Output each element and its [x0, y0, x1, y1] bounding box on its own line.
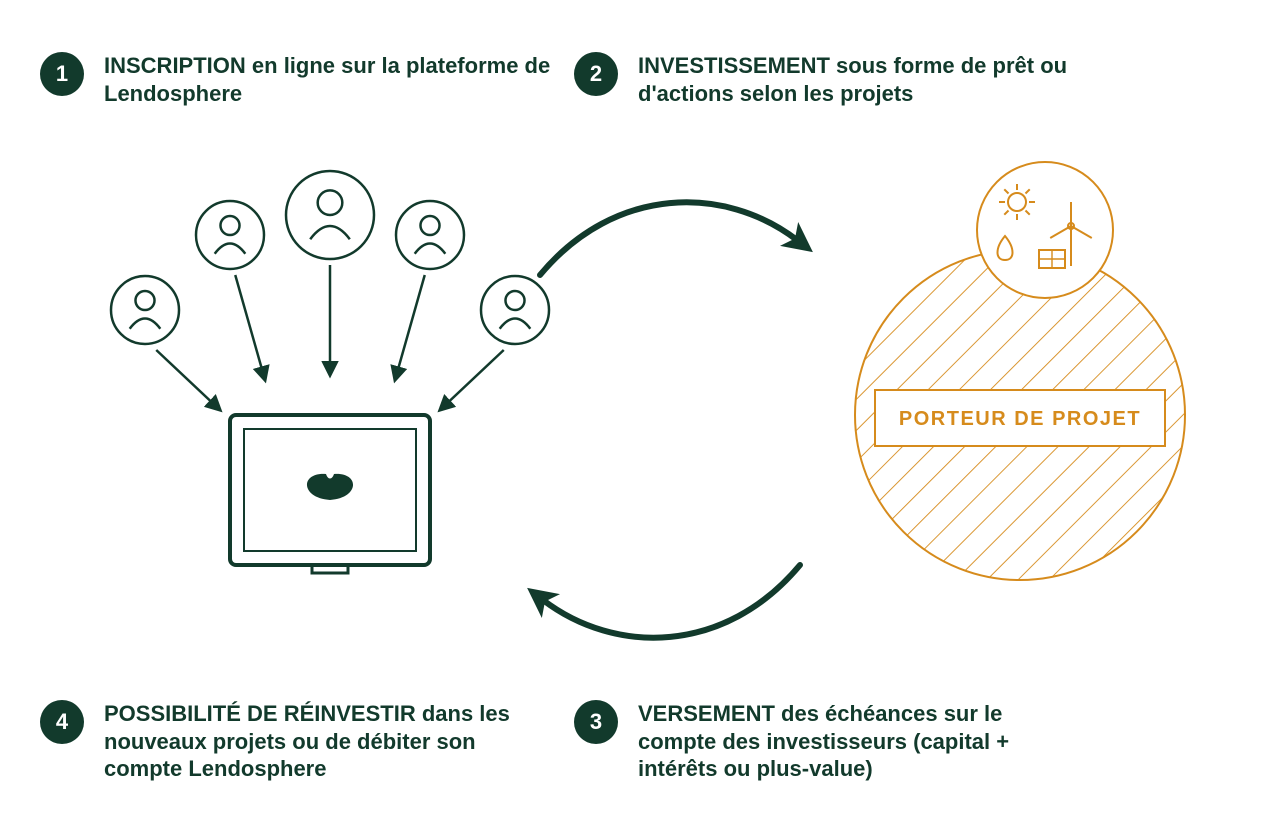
step-1-badge: 1: [40, 52, 84, 96]
infographic-stage: 1 INSCRIPTION en ligne sur la plateforme…: [0, 0, 1263, 819]
step-4: 4 POSSIBILITÉ DE RÉINVESTIR dans les nou…: [40, 700, 524, 783]
step-3-bold: VERSEMENT: [638, 701, 775, 726]
step-1-bold: INSCRIPTION: [104, 53, 246, 78]
step-1: 1 INSCRIPTION en ligne sur la plateforme…: [40, 52, 584, 107]
step-3-badge: 3: [574, 700, 618, 744]
step-3: 3 VERSEMENT des échéances sur le compte …: [574, 700, 1058, 783]
step-3-text: VERSEMENT des échéances sur le compte de…: [638, 700, 1058, 783]
step-2-badge: 2: [574, 52, 618, 96]
step-4-badge: 4: [40, 700, 84, 744]
step-2: 2 INVESTISSEMENT sous forme de prêt ou d…: [574, 52, 1118, 107]
arrow-invest-icon: [525, 175, 815, 295]
investors-graphic: [90, 165, 570, 605]
project-holder-label: PORTEUR DE PROJET: [899, 408, 1141, 430]
arrow-return-icon: [525, 545, 815, 665]
step-4-bold: POSSIBILITÉ DE RÉINVESTIR: [104, 701, 416, 726]
step-1-text: INSCRIPTION en ligne sur la plateforme d…: [104, 52, 584, 107]
project-holder-graphic: PORTEUR DE PROJET: [820, 155, 1220, 595]
step-4-text: POSSIBILITÉ DE RÉINVESTIR dans les nouve…: [104, 700, 524, 783]
step-2-text: INVESTISSEMENT sous forme de prêt ou d'a…: [638, 52, 1118, 107]
step-2-bold: INVESTISSEMENT: [638, 53, 830, 78]
